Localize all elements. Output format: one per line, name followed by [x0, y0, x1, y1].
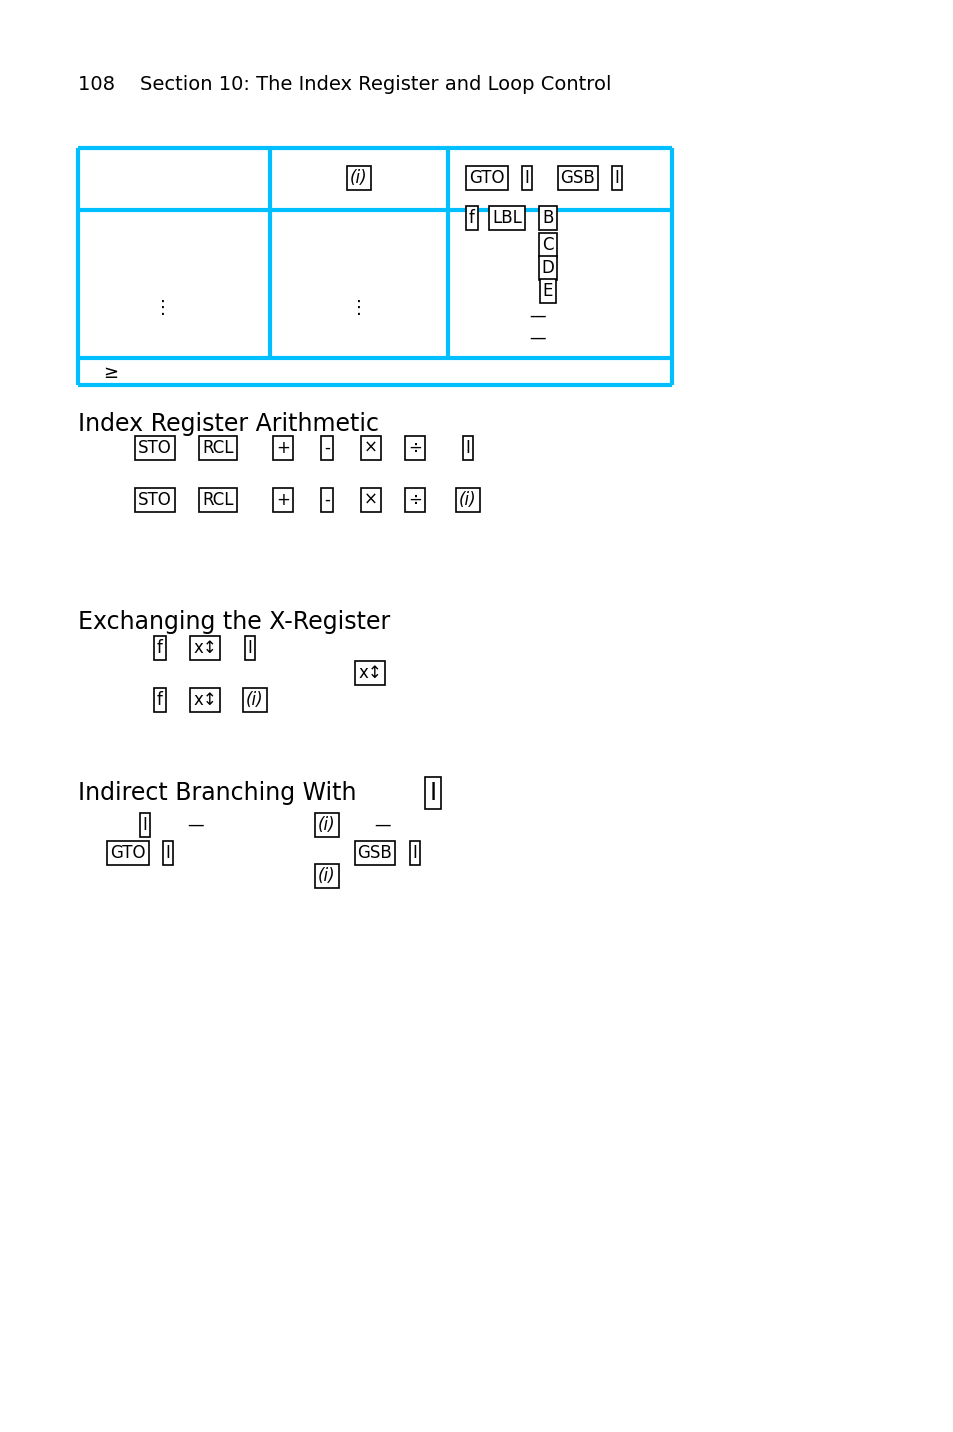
- Text: RCL: RCL: [202, 440, 233, 457]
- Text: ≥: ≥: [103, 364, 118, 382]
- Text: I: I: [429, 780, 436, 805]
- Text: ⋮: ⋮: [350, 299, 368, 316]
- Text: (i): (i): [318, 816, 335, 833]
- Text: (i): (i): [458, 491, 476, 508]
- Text: —: —: [188, 816, 204, 833]
- Text: I: I: [412, 843, 417, 862]
- Text: STO: STO: [138, 440, 172, 457]
- Text: (i): (i): [246, 692, 264, 709]
- FancyBboxPatch shape: [78, 147, 671, 385]
- Text: D: D: [541, 259, 554, 276]
- Text: GSB: GSB: [560, 169, 595, 188]
- Text: ×: ×: [364, 440, 377, 457]
- Text: —: —: [375, 816, 391, 833]
- Text: x↕: x↕: [357, 664, 381, 682]
- Text: —: —: [529, 329, 546, 347]
- Text: x↕: x↕: [193, 692, 216, 709]
- Text: ×: ×: [364, 491, 377, 508]
- Text: ⋮: ⋮: [153, 299, 172, 316]
- Text: f: f: [469, 209, 475, 228]
- Text: +: +: [275, 491, 290, 508]
- Text: f: f: [157, 692, 163, 709]
- Text: -: -: [324, 440, 330, 457]
- Text: RCL: RCL: [202, 491, 233, 508]
- Text: E: E: [542, 282, 553, 299]
- Text: 108    Section 10: The Index Register and Loop Control: 108 Section 10: The Index Register and L…: [78, 74, 611, 95]
- Text: GTO: GTO: [111, 843, 146, 862]
- Text: C: C: [541, 236, 553, 253]
- Text: Indirect Branching With: Indirect Branching With: [78, 780, 356, 805]
- Text: x↕: x↕: [193, 639, 216, 657]
- Text: f: f: [157, 639, 163, 657]
- Text: GTO: GTO: [469, 169, 504, 188]
- Text: (i): (i): [350, 169, 368, 188]
- Text: I: I: [166, 843, 171, 862]
- Text: B: B: [541, 209, 553, 228]
- Text: (i): (i): [318, 866, 335, 885]
- Text: I: I: [614, 169, 618, 188]
- Text: I: I: [524, 169, 529, 188]
- Text: ÷: ÷: [408, 491, 421, 508]
- Text: LBL: LBL: [492, 209, 521, 228]
- Text: I: I: [142, 816, 148, 833]
- Text: I: I: [247, 639, 253, 657]
- Text: -: -: [324, 491, 330, 508]
- Text: Index Register Arithmetic: Index Register Arithmetic: [78, 412, 378, 435]
- Text: I: I: [465, 440, 470, 457]
- Text: +: +: [275, 440, 290, 457]
- Text: STO: STO: [138, 491, 172, 508]
- Text: GSB: GSB: [357, 843, 392, 862]
- Text: ÷: ÷: [408, 440, 421, 457]
- Text: —: —: [529, 306, 546, 325]
- Text: Exchanging the X-Register: Exchanging the X-Register: [78, 610, 390, 634]
